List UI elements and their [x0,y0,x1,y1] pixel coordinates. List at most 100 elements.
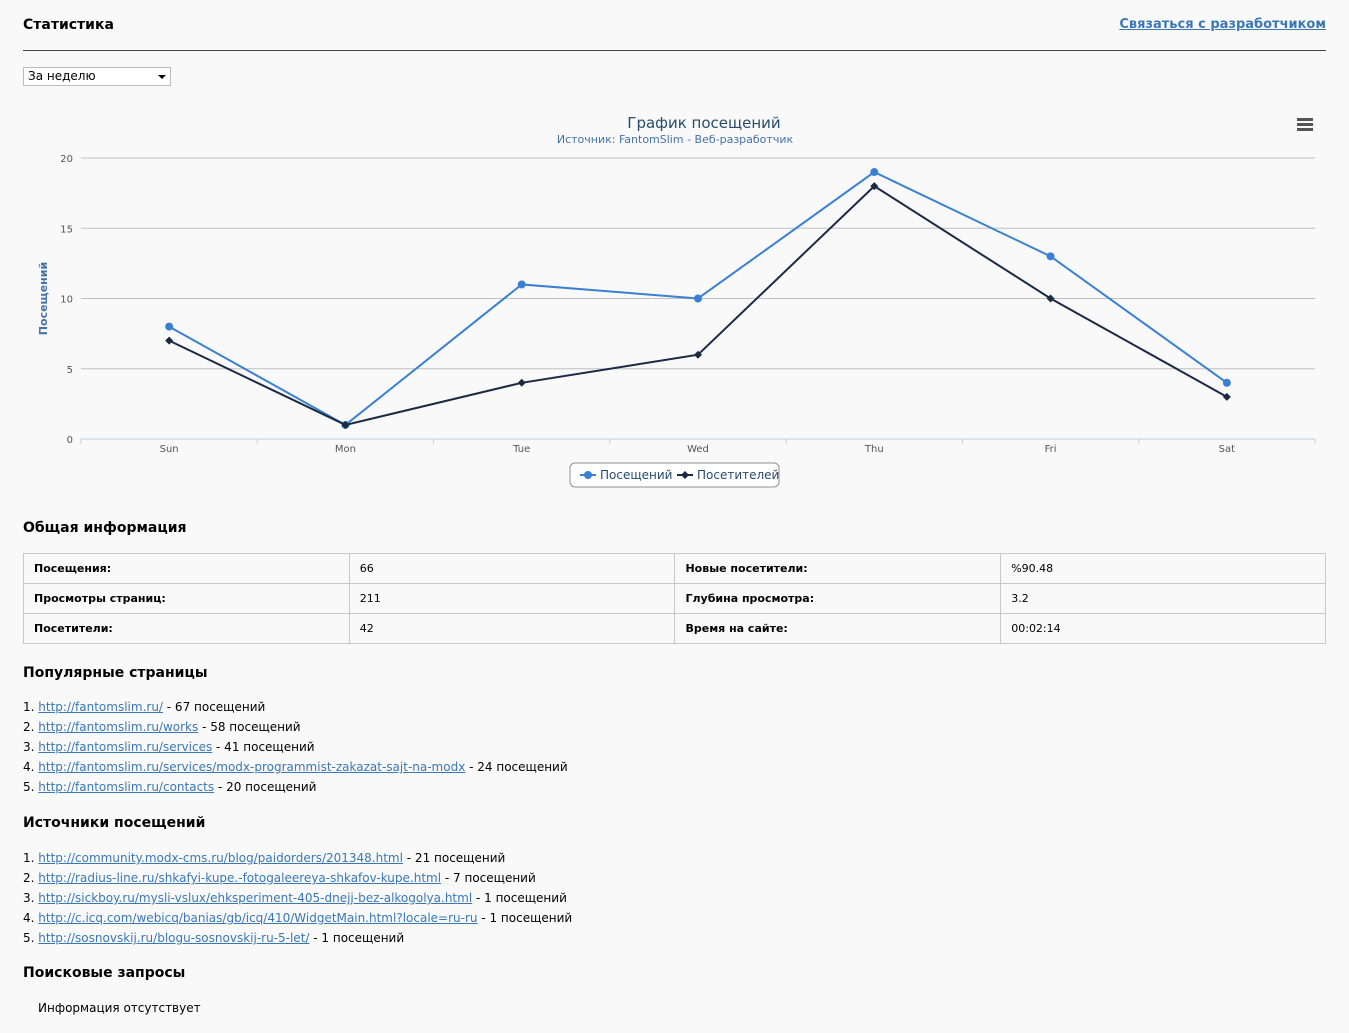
source-link[interactable]: http://sosnovskij.ru/blogu-sosnovskij-ru… [38,931,310,945]
data-point [1046,294,1055,303]
list-item: 4. http://c.icq.com/webicq/banias/gb/icq… [23,908,572,928]
legend-marker[interactable] [584,471,592,479]
period-select[interactable]: За неделю [23,67,171,86]
data-point [1046,252,1055,261]
x-tick-label: Sun [160,444,179,455]
menu-icon[interactable] [1297,118,1313,131]
data-point [517,280,526,289]
info-row: Посещения: 66 Новые посетители: %90.48 [23,553,1326,584]
y-tick-label: 15 [60,224,73,235]
contact-developer-link[interactable]: Связаться с разработчиком [1119,17,1326,32]
page-header: Статистика Связаться с разработчиком [23,0,1326,51]
chart-title: График посещений [627,114,780,132]
data-point [694,350,702,359]
list-item-count: - 1 посещений [472,891,567,905]
data-point [1222,392,1231,401]
series-line-1 [168,184,1228,427]
y-tick-label: 20 [60,154,73,165]
list-item-number: 2. [23,720,35,734]
y-axis-label: Посещений [37,262,50,335]
list-item: 4. http://fantomslim.ru/services/modx-pr… [23,757,568,777]
list-item-count: - 1 посещений [477,911,573,925]
popular-page-link[interactable]: http://fantomslim.ru/works [38,720,199,734]
search-queries-title: Поисковые запросы [23,965,186,981]
info-label: Посетители: [23,613,350,644]
data-point [517,378,526,387]
list-item-number: 5. [23,780,35,794]
legend-item-label[interactable]: Посетителей [697,468,779,482]
list-item-number: 4. [23,760,35,774]
list-item-count: - 58 посещений [198,720,301,734]
chart-legend [569,462,780,488]
data-point [870,168,879,177]
x-tick-label: Fri [1045,444,1057,455]
popular-pages-title: Популярные страницы [23,665,208,681]
info-label: Посещения: [23,553,350,584]
list-item-count: - 67 посещений [162,700,266,714]
list-item: 5. http://fantomslim.ru/contacts - 20 по… [23,777,568,797]
list-item-number: 4. [23,911,35,925]
general-info-table: Посещения: 66 Новые посетители: %90.48 Просм… [23,553,1326,644]
source-link[interactable]: http://radius-line.ru/shkafyi-kupe.-foto… [38,871,442,885]
data-point [165,336,174,345]
data-point [870,182,879,191]
general-info-title: Общая информация [23,520,187,536]
info-row: Посетители: 42 Время на сайте: 00:02:14 [23,613,1326,644]
legend-marker[interactable] [681,471,689,479]
search-empty-note: Информация отсутствует [38,1001,201,1015]
info-label: Просмотры страниц: [23,583,350,614]
info-value: 211 [348,583,676,614]
x-tick-label: Thu [864,444,884,455]
popular-page-link[interactable]: http://fantomslim.ru/services/modx-progr… [38,760,466,774]
data-point [1222,378,1231,387]
chevron-down-icon [158,75,166,79]
list-item-count: - 24 посещений [465,760,568,774]
source-link[interactable]: http://c.icq.com/webicq/banias/gb/icq/41… [38,911,478,925]
list-item: 3. http://fantomslim.ru/services - 41 по… [23,737,568,757]
popular-pages-list: 1. http://fantomslim.ru/ - 67 посещений 2… [23,697,568,797]
info-label: Время на сайте: [674,613,1002,644]
popular-page-link[interactable]: http://fantomslim.ru/contacts [38,780,215,794]
list-item-count: - 41 посещений [212,740,315,754]
list-item: 3. http://sickboy.ru/mysli-vslux/ehksper… [23,888,572,908]
list-item: 1. http://fantomslim.ru/ - 67 посещений [23,697,568,717]
popular-page-link[interactable]: http://fantomslim.ru/services [38,740,213,754]
y-tick-label: 0 [67,435,73,446]
popular-page-link[interactable]: http://fantomslim.ru/ [38,700,163,714]
list-item-count: - 20 посещений [214,780,317,794]
data-point [694,294,702,303]
info-value: 3.2 [1000,583,1326,614]
legend-item-label[interactable]: Посещений [600,468,672,482]
chart-subtitle: Источник: FantomSlim - Веб-разработчик [557,133,794,146]
list-item-number: 1. [23,700,35,714]
list-item-count: - 21 посещений [402,851,506,865]
list-item: 5. http://sosnovskij.ru/blogu-sosnovskij… [23,928,572,948]
page-title: Статистика [23,17,114,33]
info-value: 42 [348,613,676,644]
list-item-number: 3. [23,740,35,754]
info-value: %90.48 [1000,553,1326,584]
sources-list: 1. http://community.modx-cms.ru/blog/pai… [23,848,572,948]
list-item-number: 5. [23,931,35,945]
list-item: 2. http://radius-line.ru/shkafyi-kupe.-f… [23,868,572,888]
data-point [341,420,350,429]
sources-title: Источники посещений [23,815,206,831]
list-item-count: - 7 посещений [441,871,536,885]
list-item: 1. http://community.modx-cms.ru/blog/pai… [23,848,572,868]
x-tick-label: Tue [512,444,530,455]
source-link[interactable]: http://community.modx-cms.ru/blog/paidor… [38,851,403,865]
list-item-number: 3. [23,891,35,905]
period-select-value: За неделю [28,69,96,83]
info-label: Глубина просмотра: [674,583,1002,614]
info-row: Просмотры страниц: 211 Глубина просмотра: 3… [23,583,1326,614]
x-tick-label: Sat [1219,444,1235,455]
info-label: Новые посетители: [674,553,1002,584]
info-value: 66 [348,553,676,584]
source-link[interactable]: http://sickboy.ru/mysli-vslux/ehksperime… [38,891,473,905]
list-item-number: 1. [23,851,35,865]
y-tick-label: 10 [60,295,73,306]
x-tick-label: Mon [335,444,356,455]
data-point [165,322,174,331]
info-value: 00:02:14 [1000,613,1326,644]
